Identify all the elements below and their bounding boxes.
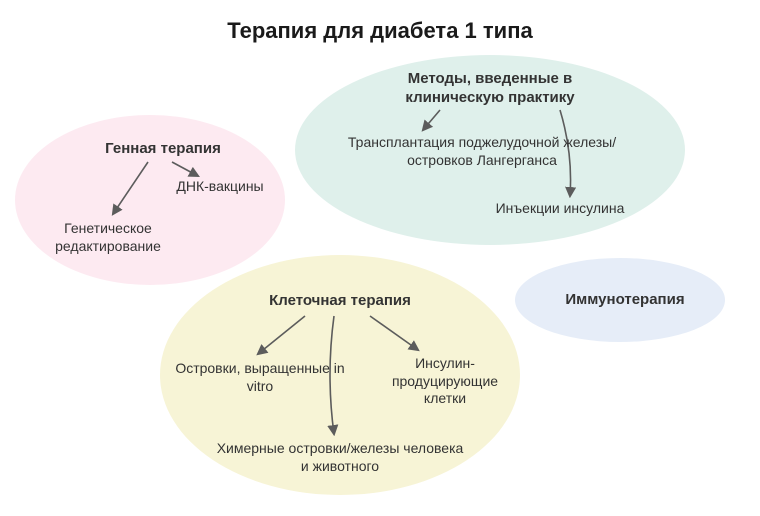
item-gene-editing: Генетическое редактирование — [38, 220, 178, 255]
item-cell-chimeric: Химерные островки/железы человека и живо… — [215, 440, 465, 475]
item-clinical-transplant: Трансплантация поджелудочной железы/остр… — [332, 134, 632, 169]
item-gene-dna: ДНК-вакцины — [160, 178, 280, 196]
diagram-stage: Терапия для диабета 1 типа Генная терапи… — [0, 0, 760, 516]
heading-cell: Клеточная терапия — [250, 292, 430, 311]
heading-immuno: Иммунотерапия — [555, 291, 695, 310]
heading-clinical: Методы, введенные в клиническую практику — [365, 70, 615, 108]
diagram-title: Терапия для диабета 1 типа — [190, 18, 570, 44]
item-cell-ipc: Инсулин-продуцирующие клетки — [370, 355, 520, 408]
item-clinical-insulin: Инъекции инсулина — [470, 200, 650, 218]
item-cell-invitro: Островки, выращенные in vitro — [175, 360, 345, 395]
heading-gene: Генная терапия — [88, 140, 238, 159]
